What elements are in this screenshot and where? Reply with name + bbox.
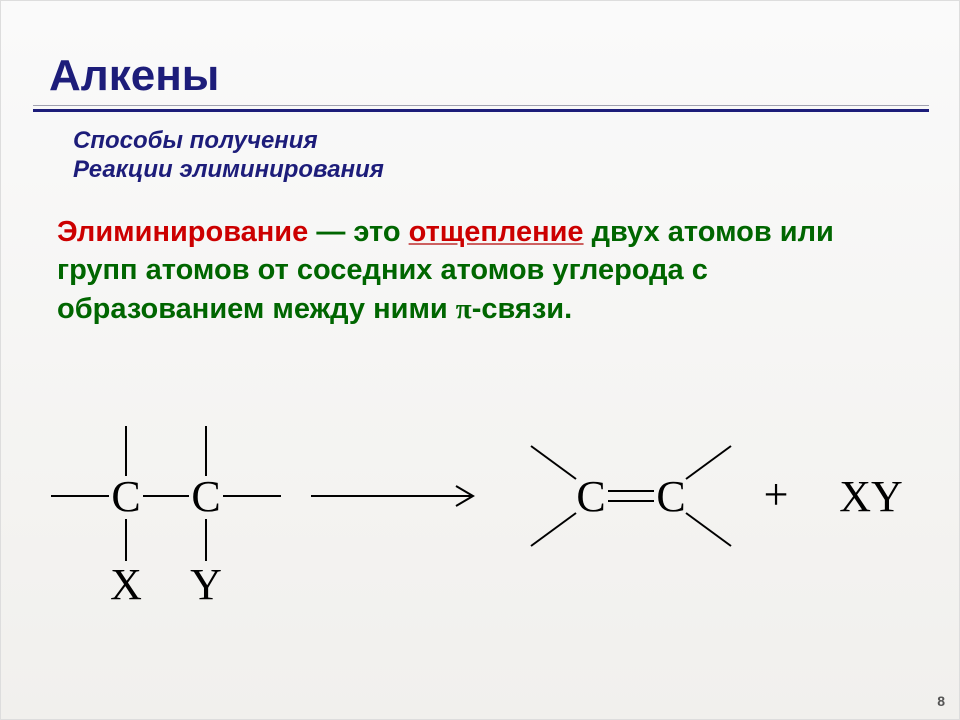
title-thin-rule	[33, 105, 929, 106]
product-group: C C	[531, 446, 731, 546]
definition-pi: π	[456, 293, 472, 325]
definition-underlined: отщепление	[409, 216, 584, 248]
product-bond-ll	[531, 513, 576, 546]
reaction-diagram: C C X Y C C	[31, 371, 931, 621]
reagent-c1: C	[111, 472, 140, 521]
reagent-y: Y	[190, 560, 222, 609]
plus-sign: +	[764, 470, 789, 519]
reagent-c2: C	[191, 472, 220, 521]
definition-term: Элиминирование	[57, 216, 308, 248]
slide-title: Алкены	[49, 51, 219, 101]
title-rule	[33, 109, 929, 112]
product-c2: C	[656, 472, 685, 521]
product-bond-ur	[686, 446, 731, 479]
product-c1: C	[576, 472, 605, 521]
subtitle-methods: Способы получения	[73, 127, 318, 155]
definition-tail: -связи.	[472, 293, 572, 325]
reagent-x: X	[110, 560, 142, 609]
definition-dash: — это	[308, 216, 408, 248]
definition-paragraph: Элиминирование — это отщепление двух ато…	[57, 213, 907, 328]
product-bond-lr	[686, 513, 731, 546]
reaction-arrow	[311, 486, 473, 506]
product-bond-ul	[531, 446, 576, 479]
reagent-group: C C X Y	[51, 426, 281, 609]
page-number: 8	[937, 693, 945, 709]
byproduct-xy: XY	[839, 472, 903, 521]
subtitle-reactions: Реакции элиминирования	[73, 156, 384, 184]
slide-container: Алкены Способы получения Реакции элимини…	[0, 0, 960, 720]
